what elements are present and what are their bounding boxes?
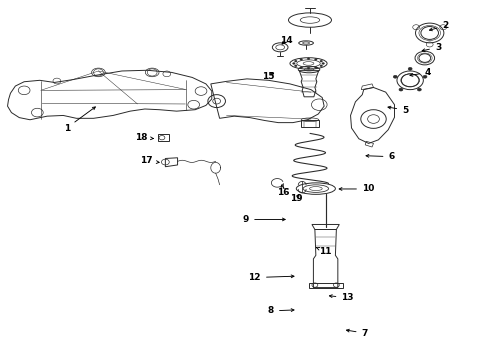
Text: 7: 7	[346, 329, 368, 338]
Circle shape	[300, 67, 302, 68]
Text: 13: 13	[329, 293, 354, 302]
Text: 3: 3	[422, 43, 441, 52]
Circle shape	[399, 88, 403, 91]
Text: 14: 14	[280, 36, 293, 45]
Circle shape	[300, 59, 302, 60]
Circle shape	[322, 63, 324, 64]
Circle shape	[315, 67, 317, 68]
Circle shape	[315, 59, 317, 60]
Text: 16: 16	[277, 185, 290, 197]
Circle shape	[320, 60, 322, 62]
Text: 9: 9	[243, 215, 285, 224]
Text: 10: 10	[339, 184, 374, 193]
Circle shape	[408, 67, 412, 70]
Circle shape	[417, 88, 421, 91]
Text: 15: 15	[262, 72, 275, 81]
Circle shape	[320, 65, 322, 67]
Text: 2: 2	[429, 21, 448, 31]
Circle shape	[294, 65, 297, 67]
Text: 19: 19	[290, 194, 303, 203]
Text: 1: 1	[64, 107, 96, 132]
Text: 11: 11	[317, 247, 332, 256]
Text: 6: 6	[366, 152, 395, 161]
Text: 18: 18	[135, 133, 153, 142]
Circle shape	[294, 60, 297, 62]
Circle shape	[307, 58, 310, 60]
Text: 17: 17	[140, 157, 159, 166]
Circle shape	[393, 75, 397, 78]
Text: 8: 8	[268, 306, 294, 315]
Circle shape	[307, 67, 310, 69]
Text: 5: 5	[388, 105, 408, 114]
Circle shape	[293, 63, 295, 64]
Circle shape	[423, 75, 427, 78]
Text: 4: 4	[410, 68, 431, 77]
Text: 12: 12	[248, 273, 294, 282]
